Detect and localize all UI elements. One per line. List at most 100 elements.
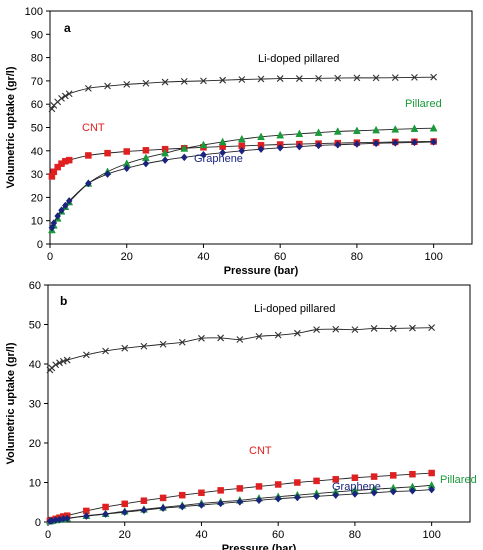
x-tick-label: 80 <box>349 529 361 541</box>
x-axis-title: Pressure (bar) <box>222 543 297 550</box>
plot-frame <box>49 10 473 245</box>
data-point <box>370 325 378 332</box>
data-point <box>179 491 186 499</box>
data-point <box>84 84 92 92</box>
data-point <box>50 168 58 176</box>
data-point <box>123 148 130 155</box>
data-point <box>83 512 90 520</box>
data-point <box>104 149 111 157</box>
y-tick-label: 20 <box>31 192 43 204</box>
data-point <box>409 486 416 495</box>
y-tick-label: 0 <box>35 517 41 529</box>
series-li-doped-pillared <box>48 73 438 113</box>
data-point <box>255 483 263 490</box>
data-point <box>50 219 58 227</box>
data-point <box>255 496 263 505</box>
x-tick-label: 0 <box>45 529 51 541</box>
series-label: CNT <box>82 122 105 134</box>
data-point <box>255 332 263 340</box>
data-point <box>409 470 416 478</box>
data-point <box>219 148 226 157</box>
data-point <box>54 163 61 171</box>
data-point <box>391 125 400 133</box>
y-axis-title: Volumetric uptake (gr/l) <box>5 342 17 464</box>
y-tick-label: 30 <box>31 169 43 181</box>
data-point <box>180 77 188 85</box>
data-point <box>161 78 169 86</box>
data-point <box>372 74 380 82</box>
data-point <box>353 74 361 82</box>
data-point <box>391 138 399 147</box>
data-point <box>410 124 419 132</box>
y-tick-label: 60 <box>31 99 43 111</box>
y-axis-title: Volumetric uptake (gr/l) <box>5 66 17 188</box>
data-point <box>200 150 207 159</box>
data-point <box>257 132 265 141</box>
data-point <box>198 334 205 342</box>
data-point <box>217 499 224 508</box>
data-point <box>352 126 361 135</box>
data-point <box>313 326 320 334</box>
data-point <box>351 474 359 482</box>
data-point <box>59 357 67 365</box>
data-point <box>238 76 246 83</box>
chart-panel-b: 0 20 40 60 80 100 0 10 20 30 40 50 60 Pressure (bar) V… <box>5 280 477 550</box>
data-point <box>332 325 340 333</box>
y-tick-label: 30 <box>29 399 41 411</box>
data-point <box>199 140 208 149</box>
data-point <box>276 130 285 139</box>
data-point <box>314 128 323 136</box>
data-point <box>159 340 167 348</box>
data-point <box>198 489 205 497</box>
data-point <box>56 359 63 367</box>
data-point <box>159 494 167 502</box>
data-point <box>295 75 303 82</box>
series-label: Graphene <box>194 153 243 165</box>
data-point <box>257 145 265 154</box>
y-tick-label: 100 <box>25 6 43 18</box>
data-point <box>332 491 340 500</box>
data-point <box>48 105 56 113</box>
x-tick-label: 0 <box>47 251 53 263</box>
data-point <box>142 79 150 87</box>
series-label: Li-doped pillared <box>258 53 339 65</box>
x-tick-label: 100 <box>424 251 442 263</box>
data-point <box>161 148 170 157</box>
series-graphene <box>48 138 437 232</box>
data-point <box>428 469 435 477</box>
data-point <box>159 504 167 513</box>
data-point <box>236 497 244 506</box>
data-point <box>428 485 435 494</box>
x-tick-label: 40 <box>195 529 207 541</box>
data-point <box>58 94 65 102</box>
data-point <box>295 129 304 138</box>
data-point <box>161 156 169 165</box>
y-tick-label: 80 <box>31 53 43 65</box>
series-label: Pillared <box>440 474 477 486</box>
data-point <box>276 75 284 82</box>
data-point <box>428 324 436 332</box>
data-point <box>102 347 109 355</box>
y-tick-label: 0 <box>37 239 43 251</box>
data-point <box>236 336 244 343</box>
data-point <box>140 497 148 504</box>
data-point <box>58 206 65 215</box>
data-point <box>333 127 342 135</box>
x-tick-label: 20 <box>119 529 131 541</box>
data-point <box>351 326 359 334</box>
data-point <box>104 82 111 90</box>
data-point <box>274 481 282 488</box>
x-tick-label: 20 <box>121 251 133 263</box>
x-tick-label: 80 <box>351 251 363 263</box>
data-point <box>65 156 73 164</box>
x-tick-label: 60 <box>272 529 284 541</box>
chart-panel-a: 0 20 40 60 80 100 0 10 20 30 40 50 60 70 80 90 100 Pressu… <box>5 6 473 277</box>
data-point <box>200 77 207 85</box>
y-tick-label: 10 <box>29 478 41 490</box>
data-point <box>257 75 265 83</box>
data-point <box>65 90 73 98</box>
data-point <box>353 140 361 148</box>
data-point <box>276 143 284 152</box>
data-point <box>293 329 301 337</box>
